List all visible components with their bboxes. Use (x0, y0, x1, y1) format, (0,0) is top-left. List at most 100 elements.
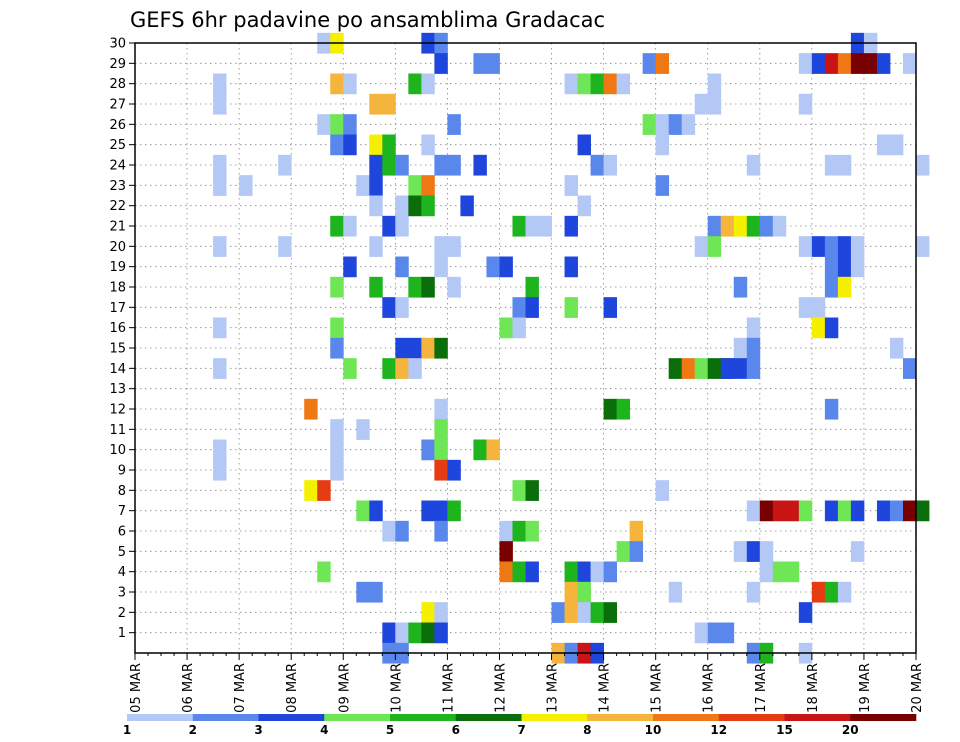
y-tick-label: 8 (118, 484, 126, 499)
precip-cell (512, 480, 526, 501)
precip-cell (343, 215, 357, 237)
precip-cell (707, 236, 722, 257)
precip-cell (668, 581, 683, 603)
precip-cell (369, 93, 383, 115)
precip-cell (707, 73, 722, 95)
precip-cell (512, 317, 526, 339)
precip-cell (343, 358, 357, 379)
y-tick-label: 10 (109, 443, 126, 458)
precip-cell (902, 358, 917, 379)
precip-cell (421, 73, 435, 95)
precip-cell (408, 276, 422, 298)
precip-cell (577, 73, 591, 95)
precip-cell (512, 520, 526, 542)
precip-cell (499, 561, 513, 583)
legend-swatch (587, 714, 654, 721)
precip-cell (616, 398, 631, 420)
precip-cell (343, 73, 357, 95)
precip-cell (460, 195, 474, 217)
precip-cell (629, 520, 644, 542)
precip-cell (694, 236, 709, 257)
precip-cell (278, 236, 292, 257)
precip-cell (564, 581, 578, 603)
y-tick-label: 12 (109, 403, 126, 418)
precip-cell (369, 581, 383, 603)
precip-cell (525, 215, 539, 237)
precip-cell (759, 500, 774, 522)
precip-cell (447, 236, 461, 257)
precip-cell (811, 236, 826, 257)
precip-cell (525, 297, 539, 318)
precip-cell (382, 622, 396, 644)
precip-cell (499, 520, 513, 542)
y-tick-label: 27 (109, 98, 126, 113)
y-tick-label: 15 (109, 342, 126, 357)
precip-cell (707, 358, 722, 379)
precip-cell (733, 541, 748, 562)
precip-cell (694, 622, 709, 644)
precip-cell (655, 175, 670, 196)
legend-swatch (455, 714, 522, 721)
precip-cell (239, 175, 253, 196)
precip-cell (434, 439, 448, 461)
precip-cell (694, 358, 709, 379)
precip-cell (330, 337, 344, 359)
precip-cell (330, 215, 344, 237)
precip-cell (382, 154, 396, 176)
precip-cell (330, 439, 344, 461)
precip-cell (434, 337, 448, 359)
legend-label: 10 (645, 723, 662, 737)
precip-cell (603, 398, 618, 420)
precip-cell (434, 622, 448, 644)
precip-cell (798, 236, 813, 257)
precip-cell (798, 297, 813, 318)
precip-cell (564, 73, 578, 95)
precip-cell (434, 500, 448, 522)
precip-cell (434, 398, 448, 420)
y-tick-label: 13 (109, 382, 126, 397)
precip-cell (434, 419, 448, 440)
precip-cell (629, 541, 644, 562)
precip-cell (369, 500, 383, 522)
x-tick-label: 18 MAR (806, 663, 821, 713)
y-tick-label: 1 (118, 626, 126, 641)
precip-cell (499, 256, 513, 278)
precip-cell (785, 500, 800, 522)
precip-cell (369, 195, 383, 217)
legend-label: 4 (320, 723, 328, 737)
y-tick-label: 2 (118, 606, 126, 621)
precip-cell (707, 622, 722, 644)
precip-cell (330, 73, 344, 95)
precip-cell (916, 500, 930, 522)
legend-swatch (258, 714, 325, 721)
legend-swatch (324, 714, 391, 721)
precip-cell (759, 215, 774, 237)
precip-cell (603, 154, 618, 176)
precip-cell (889, 337, 904, 359)
precip-cell (811, 581, 826, 603)
precip-cell (824, 236, 839, 257)
x-axis: 05 MAR 06 MAR 07 MAR 08 MAR 09 MAR 10 MAR 11 M… (129, 653, 925, 713)
precip-cell (824, 53, 839, 74)
precip-cell (876, 134, 891, 156)
precip-cell (577, 602, 591, 623)
precip-cell (395, 297, 409, 318)
precip-cell (408, 73, 422, 95)
precip-cell (213, 93, 227, 115)
legend-label: 20 (842, 723, 859, 737)
precip-cell (356, 500, 370, 522)
precip-cell (577, 581, 591, 603)
precip-cell (564, 602, 578, 623)
precip-cell (694, 93, 709, 115)
precip-cell (564, 175, 578, 196)
legend-label: 6 (452, 723, 460, 737)
precip-cell (382, 134, 396, 156)
precip-cell (421, 276, 435, 298)
x-tick-label: 19 MAR (858, 663, 873, 713)
precip-cell (746, 317, 761, 339)
precip-cell (369, 236, 383, 257)
y-tick-label: 3 (118, 586, 126, 601)
precip-cell (564, 256, 578, 278)
precip-cell (343, 256, 357, 278)
